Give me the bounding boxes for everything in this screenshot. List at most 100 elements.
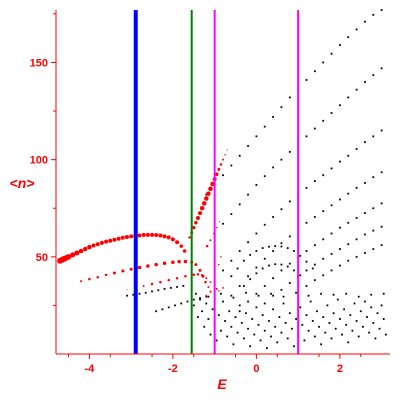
scatter-point	[268, 264, 270, 267]
scatter-point	[272, 308, 274, 311]
scatter-point	[257, 323, 260, 326]
scatter-point	[299, 254, 302, 257]
scatter-point	[313, 335, 316, 338]
x-tick-label: 0	[253, 363, 259, 375]
scatter-point	[330, 269, 333, 272]
scatter-point	[364, 233, 366, 236]
scatter-point	[144, 291, 147, 294]
scatter-point	[207, 295, 210, 298]
scatter-point	[138, 292, 141, 295]
scatter-point	[259, 339, 262, 342]
highlight-point	[215, 226, 218, 229]
scatter-point	[305, 269, 308, 272]
scatter-point	[364, 182, 366, 184]
scatter-point	[274, 263, 277, 266]
scatter-point	[222, 222, 224, 225]
highlight-point	[184, 275, 187, 278]
highlight-point	[170, 237, 175, 242]
highlight-point	[204, 196, 209, 201]
scatter-point	[163, 287, 166, 290]
scatter-point	[322, 316, 325, 318]
highlight-point	[198, 211, 203, 216]
highlight-point	[183, 259, 188, 264]
highlight-point	[194, 221, 198, 225]
scatter-point	[380, 171, 383, 174]
highlight-point	[74, 250, 80, 256]
scatter-point	[290, 327, 293, 330]
scatter-point	[242, 337, 245, 340]
scatter-point	[320, 292, 323, 295]
scatter-point	[284, 322, 287, 324]
scatter-point	[372, 74, 375, 77]
y-tick-label: 100	[30, 155, 48, 167]
scatter-point	[339, 248, 341, 250]
scatter-point	[330, 52, 333, 55]
scatter-point	[230, 164, 233, 167]
scatter-point	[364, 20, 366, 23]
scatter-point	[326, 304, 329, 307]
scatter-point	[305, 314, 308, 317]
scatter-point	[374, 337, 377, 340]
scatter-point	[270, 335, 272, 338]
scatter-point	[372, 135, 375, 138]
scatter-point	[261, 267, 264, 270]
scatter-point	[311, 320, 314, 322]
highlight-point	[177, 259, 181, 264]
highlight-point	[166, 235, 171, 240]
scatter-point	[316, 310, 318, 313]
scatter-point	[307, 294, 310, 297]
highlight-point	[162, 234, 167, 239]
highlight-point	[209, 290, 212, 293]
highlight-point	[104, 239, 109, 244]
scatter-point	[372, 207, 375, 210]
scatter-point	[180, 302, 183, 305]
scatter-point	[322, 174, 325, 177]
highlight-point	[112, 271, 116, 275]
scatter-point	[199, 298, 201, 301]
highlight-point	[219, 221, 221, 223]
scatter-point	[313, 244, 316, 247]
highlight-point	[201, 201, 207, 206]
scatter-point	[345, 292, 348, 295]
highlight-point	[200, 274, 204, 277]
scatter-point	[347, 341, 350, 344]
scatter-point	[345, 323, 348, 326]
x-tick-label: -2	[168, 363, 178, 375]
scatter-point	[280, 158, 283, 161]
scatter-point	[255, 135, 258, 138]
scatter-point	[230, 325, 233, 328]
scatter-point	[278, 316, 281, 318]
scatter-point	[370, 293, 373, 296]
highlight-point	[192, 273, 196, 276]
highlight-point	[171, 260, 175, 265]
scatter-point	[305, 221, 308, 224]
highlight-point	[129, 234, 134, 239]
scatter-point	[205, 193, 208, 196]
scatter-point	[151, 290, 153, 293]
scatter-point	[313, 279, 316, 282]
highlight-point	[159, 280, 162, 284]
scatter-point	[355, 88, 358, 91]
scatter-point	[242, 259, 245, 262]
highlight-point	[196, 273, 200, 276]
scatter-point	[220, 292, 222, 295]
scatter-point	[255, 306, 258, 309]
highlight-point	[129, 267, 133, 271]
highlight-point	[96, 275, 99, 279]
scatter-point	[368, 331, 371, 334]
highlight-point	[220, 256, 222, 258]
highlight-point	[192, 225, 196, 230]
highlight-point	[116, 236, 121, 241]
scatter-point	[336, 298, 339, 301]
scatter-point	[372, 176, 375, 179]
scatter-point	[299, 274, 302, 277]
scatter-point	[155, 310, 158, 313]
scatter-point	[299, 306, 302, 309]
scatter-point	[380, 129, 383, 132]
scatter-point	[255, 250, 258, 252]
scatter-point	[361, 325, 364, 328]
scatter-point	[288, 282, 291, 284]
scatter-point	[272, 250, 274, 252]
scatter-point	[357, 335, 360, 338]
scatter-point	[353, 302, 356, 305]
